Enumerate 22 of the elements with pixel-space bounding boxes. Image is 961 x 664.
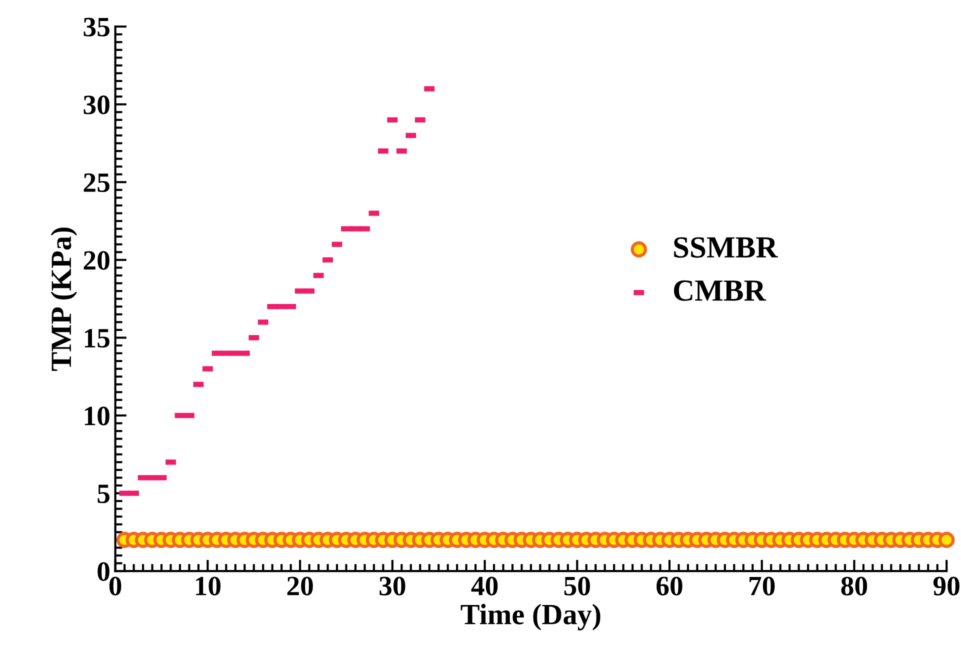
x-tick-label: 70: [750, 576, 775, 596]
legend-label: SSMBR: [674, 237, 778, 258]
y-tick-label: 30: [84, 96, 110, 114]
y-tick-label: 5: [98, 484, 110, 504]
x-axis-title: Time (Day): [460, 604, 600, 630]
y-tick-label: 10: [84, 406, 110, 426]
y-tick-label: 25: [84, 173, 110, 192]
x-tick-label: 0: [109, 576, 122, 596]
y-axis-title: TMP (KPa): [50, 228, 78, 371]
legend-label: CMBR: [674, 280, 766, 301]
y-tick-label: 0: [98, 562, 110, 581]
x-tick-label: 10: [196, 576, 221, 596]
x-tick-label: 60: [656, 576, 682, 596]
x-tick-label: 30: [380, 576, 406, 596]
x-tick-label: 20: [287, 576, 313, 596]
x-tick-label: 80: [841, 576, 868, 596]
y-tick-label: 35: [84, 18, 110, 36]
x-tick-label: 50: [564, 576, 590, 596]
y-tick-label: 15: [84, 328, 110, 348]
x-tick-label: 90: [933, 576, 960, 596]
x-tick-label: 40: [471, 576, 498, 596]
y-tick-label: 20: [84, 251, 110, 270]
